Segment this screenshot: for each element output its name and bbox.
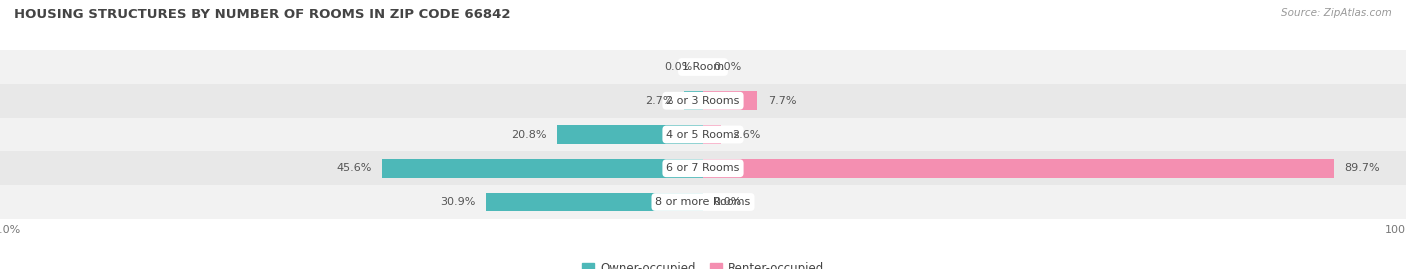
Text: 4 or 5 Rooms: 4 or 5 Rooms	[666, 129, 740, 140]
Text: 2.7%: 2.7%	[645, 96, 673, 106]
Bar	[0, 50, 1406, 84]
Text: 2.6%: 2.6%	[731, 129, 761, 140]
Bar	[703, 91, 756, 110]
Bar	[486, 193, 703, 211]
Text: Source: ZipAtlas.com: Source: ZipAtlas.com	[1281, 8, 1392, 18]
Text: 0.0%: 0.0%	[664, 62, 693, 72]
Bar	[703, 159, 1333, 178]
Text: 20.8%: 20.8%	[510, 129, 546, 140]
Bar	[703, 125, 721, 144]
Text: 0.0%: 0.0%	[713, 197, 742, 207]
Text: 2 or 3 Rooms: 2 or 3 Rooms	[666, 96, 740, 106]
Bar	[0, 185, 1406, 219]
Text: 45.6%: 45.6%	[336, 163, 371, 173]
Bar	[0, 84, 1406, 118]
Bar	[685, 91, 703, 110]
Text: 30.9%: 30.9%	[440, 197, 475, 207]
Bar	[0, 118, 1406, 151]
Bar	[557, 125, 703, 144]
Text: 8 or more Rooms: 8 or more Rooms	[655, 197, 751, 207]
Bar	[382, 159, 703, 178]
Text: 6 or 7 Rooms: 6 or 7 Rooms	[666, 163, 740, 173]
Text: 0.0%: 0.0%	[713, 62, 742, 72]
Legend: Owner-occupied, Renter-occupied: Owner-occupied, Renter-occupied	[578, 258, 828, 269]
Bar	[0, 151, 1406, 185]
Text: HOUSING STRUCTURES BY NUMBER OF ROOMS IN ZIP CODE 66842: HOUSING STRUCTURES BY NUMBER OF ROOMS IN…	[14, 8, 510, 21]
Text: 1 Room: 1 Room	[682, 62, 724, 72]
Text: 7.7%: 7.7%	[768, 96, 796, 106]
Text: 89.7%: 89.7%	[1344, 163, 1379, 173]
